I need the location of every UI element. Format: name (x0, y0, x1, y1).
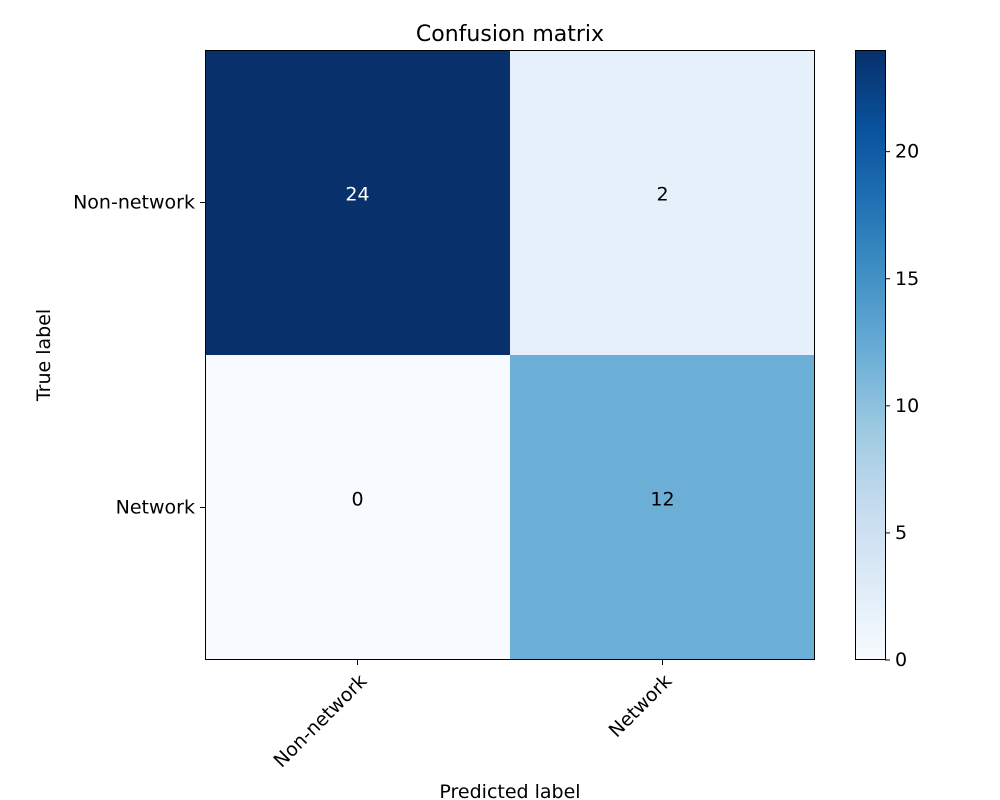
y-axis-label: True label (33, 309, 55, 402)
colorbar: 0 5 10 15 20 (855, 50, 919, 671)
heatmap-cell-r0-c0 (205, 50, 510, 355)
x-tick-label-1: Network (605, 670, 677, 742)
heatmap-cell-r0-c1 (510, 50, 815, 355)
colorbar-tick-label-0: 0 (895, 649, 907, 671)
heatmap-cell-r1-c0 (205, 355, 510, 660)
plot-frame (205, 50, 815, 660)
heatmap-cells (205, 50, 815, 660)
colorbar-tick-label-2: 10 (895, 395, 919, 417)
heatmap-cell-label-r0-c1: 2 (656, 184, 668, 206)
colorbar-gradient (855, 50, 886, 660)
heatmap-cell-label-r1-c0: 0 (351, 489, 363, 511)
colorbar-tick-label-3: 15 (895, 268, 919, 290)
y-tick-label-1: Network (116, 497, 195, 519)
colorbar-tick-label-1: 5 (895, 522, 907, 544)
x-axis-label: Predicted label (439, 781, 580, 800)
y-axis-ticks: Non-network Network (73, 192, 205, 519)
x-tick-label-0: Non-network (270, 670, 372, 772)
heatmap-cell-label-r0-c0: 24 (345, 184, 369, 206)
heatmap-cell-r1-c1 (510, 355, 815, 660)
heatmap-cell-labels: 24 2 0 12 (345, 184, 674, 511)
x-axis-ticks: Non-network Network (270, 660, 677, 772)
colorbar-tick-label-4: 20 (895, 141, 919, 163)
chart-title: Confusion matrix (416, 22, 604, 47)
y-tick-label-0: Non-network (73, 192, 195, 214)
colorbar-ticks: 0 5 10 15 20 (885, 141, 919, 671)
heatmap-cell-label-r1-c1: 12 (650, 489, 674, 511)
